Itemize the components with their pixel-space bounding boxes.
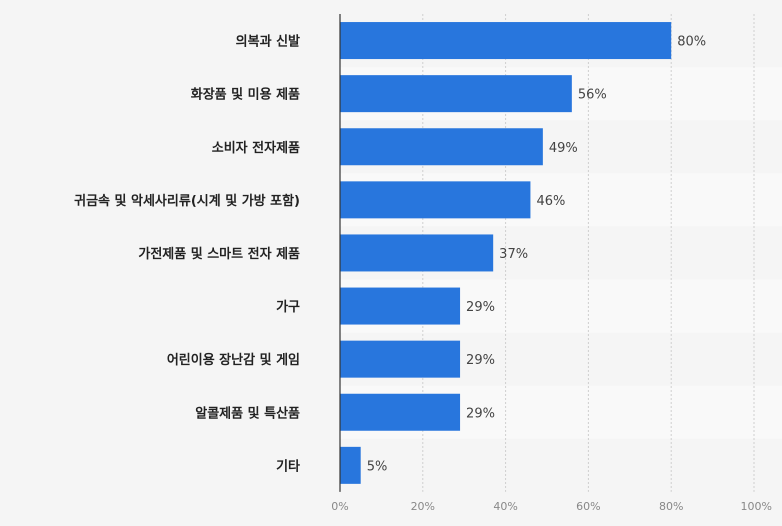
bar — [340, 128, 543, 166]
bar — [340, 287, 461, 325]
category-label: 의복과 신발 — [236, 34, 300, 50]
x-tick-label: 100% — [741, 500, 772, 513]
x-tick-label: 60% — [576, 500, 600, 513]
category-label: 알콜제품 및 특산품 — [195, 405, 300, 421]
bar — [340, 446, 361, 484]
x-tick-label: 20% — [411, 500, 435, 513]
bar — [340, 393, 461, 431]
data-label: 56% — [578, 88, 607, 103]
category-label: 기타 — [276, 458, 300, 474]
x-tick-label: 0% — [331, 500, 348, 513]
category-label: 귀금속 및 악세사리류(시계 및 가방 포함) — [74, 193, 300, 209]
category-label: 화장품 및 미용 제품 — [191, 87, 300, 103]
data-label: 49% — [549, 141, 578, 156]
x-tick-label: 40% — [493, 500, 517, 513]
data-label: 5% — [367, 459, 388, 474]
data-label: 29% — [466, 300, 495, 315]
category-label: 소비자 전자제품 — [212, 140, 300, 156]
data-label: 29% — [466, 406, 495, 421]
data-label: 37% — [499, 247, 528, 262]
bar — [340, 75, 572, 113]
data-label: 29% — [466, 353, 495, 368]
x-tick-label: 80% — [659, 500, 683, 513]
data-label: 46% — [536, 194, 565, 209]
category-label: 가구 — [276, 300, 300, 315]
category-label: 어린이용 장난감 및 게임 — [167, 352, 300, 368]
bar — [340, 340, 461, 378]
data-label: 80% — [677, 35, 706, 50]
bar — [340, 234, 494, 272]
category-label: 가전제품 및 스마트 전자 제품 — [138, 246, 300, 262]
bar — [340, 22, 672, 60]
bar — [340, 181, 531, 219]
